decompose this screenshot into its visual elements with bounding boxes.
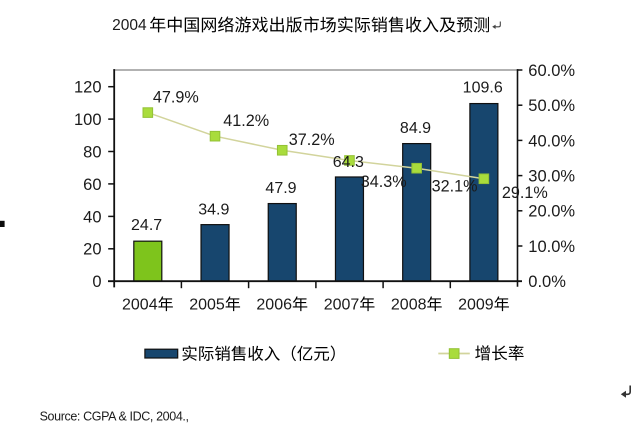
svg-text:2006: 2006 bbox=[256, 297, 292, 314]
svg-text:2005: 2005 bbox=[189, 297, 225, 314]
svg-text:2008: 2008 bbox=[391, 297, 427, 314]
svg-text:34.9: 34.9 bbox=[198, 202, 229, 219]
svg-text:64.3: 64.3 bbox=[333, 154, 364, 171]
svg-text:20.0%: 20.0% bbox=[528, 203, 575, 221]
svg-text:50.0%: 50.0% bbox=[528, 97, 575, 115]
svg-text:2007: 2007 bbox=[324, 297, 360, 314]
svg-text:120: 120 bbox=[74, 79, 102, 97]
svg-text:47.9: 47.9 bbox=[265, 180, 296, 197]
svg-text:2004: 2004 bbox=[112, 17, 147, 34]
svg-text:80: 80 bbox=[83, 143, 101, 161]
svg-text:100: 100 bbox=[74, 111, 102, 129]
svg-text:2009: 2009 bbox=[458, 297, 494, 314]
svg-text:2004: 2004 bbox=[122, 297, 158, 314]
svg-text:30.0%: 30.0% bbox=[528, 168, 575, 186]
svg-text:20: 20 bbox=[83, 241, 101, 259]
svg-text:60.0%: 60.0% bbox=[528, 62, 575, 80]
svg-text:10.0%: 10.0% bbox=[528, 238, 575, 256]
svg-text:24.7: 24.7 bbox=[131, 217, 162, 234]
svg-text:0: 0 bbox=[92, 273, 101, 291]
svg-text:32.1%: 32.1% bbox=[432, 178, 478, 196]
svg-text:41.2%: 41.2% bbox=[223, 112, 269, 130]
svg-text:47.9%: 47.9% bbox=[153, 89, 199, 107]
svg-text:60: 60 bbox=[83, 176, 101, 194]
svg-text:40: 40 bbox=[83, 208, 101, 226]
svg-text:29.1%: 29.1% bbox=[502, 184, 548, 202]
svg-text:34.3%: 34.3% bbox=[361, 173, 407, 191]
svg-text:0.0%: 0.0% bbox=[528, 273, 566, 291]
svg-text:84.9: 84.9 bbox=[400, 120, 431, 137]
svg-text:109.6: 109.6 bbox=[463, 80, 503, 97]
svg-text:40.0%: 40.0% bbox=[528, 132, 575, 150]
svg-text:Source: CGPA & IDC, 2004.,: Source: CGPA & IDC, 2004., bbox=[40, 410, 189, 424]
svg-text:37.2%: 37.2% bbox=[289, 131, 335, 149]
